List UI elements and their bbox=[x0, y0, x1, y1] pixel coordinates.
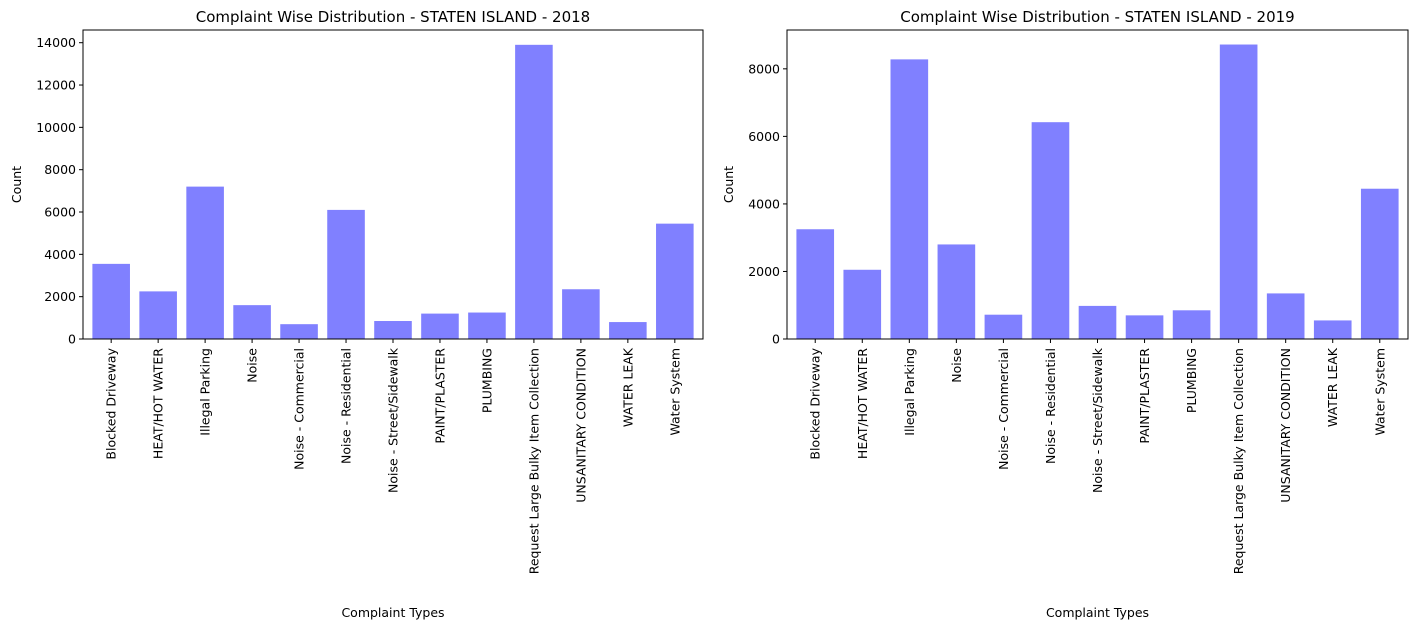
x-tick-label-water-system: Water System bbox=[1372, 348, 1387, 436]
x-tick-label-blocked-driveway: Blocked Driveway bbox=[104, 347, 119, 459]
bar-illegal-parking bbox=[890, 59, 929, 339]
y-tick-label: 2000 bbox=[748, 264, 780, 279]
y-tick-label: 2000 bbox=[44, 289, 76, 304]
bar-water-system bbox=[656, 223, 694, 339]
chart-2019: 0 2000 4000 6000 8000 Blocked Driveway HEAT/HO… bbox=[721, 8, 1409, 620]
x-tick-label-noise-residential: Noise - Residential bbox=[339, 348, 354, 464]
bar-heat-hot-water bbox=[843, 269, 882, 339]
y-tick-label: 4000 bbox=[748, 196, 780, 211]
bar-blocked-driveway bbox=[92, 263, 130, 339]
bar-illegal-parking bbox=[186, 186, 224, 339]
x-tick-label-heat-hot-water: HEAT/HOT WATER bbox=[855, 348, 870, 459]
bar-blocked-driveway bbox=[796, 229, 835, 339]
chart-title: Complaint Wise Distribution - STATEN ISL… bbox=[900, 8, 1294, 26]
y-axis-label: Count bbox=[9, 166, 24, 203]
bar-noise bbox=[233, 305, 271, 339]
bar-noise-residential bbox=[327, 209, 365, 339]
x-tick-label-request-large-bulky-item-collection: Request Large Bulky Item Collection bbox=[526, 348, 541, 574]
bar-water-leak bbox=[609, 322, 647, 339]
x-tick-label-illegal-parking: Illegal Parking bbox=[902, 348, 917, 436]
bar-plumbing bbox=[1172, 310, 1211, 339]
y-tick-label: 12000 bbox=[36, 78, 76, 93]
bar-water-leak bbox=[1313, 320, 1352, 339]
bar-noise-commercial bbox=[280, 324, 318, 339]
chart-title: Complaint Wise Distribution - STATEN ISL… bbox=[196, 8, 590, 26]
x-tick-label-plumbing: PLUMBING bbox=[479, 348, 494, 413]
x-tick-label-request-large-bulky-item-collection: Request Large Bulky Item Collection bbox=[1231, 348, 1246, 574]
x-tick-label-noise-commercial: Noise - Commercial bbox=[996, 348, 1011, 470]
y-axis-label: Count bbox=[721, 166, 736, 203]
x-tick-label-paint-plaster: PAINT/PLASTER bbox=[432, 348, 447, 444]
x-tick-label-unsanitary-condition: UNSANITARY CONDITION bbox=[1278, 348, 1293, 503]
y-tick-label: 6000 bbox=[748, 129, 780, 144]
x-tick-label-noise-residential: Noise - Residential bbox=[1043, 348, 1058, 464]
x-tick-label-paint-plaster: PAINT/PLASTER bbox=[1137, 348, 1152, 444]
y-tick-label: 10000 bbox=[36, 120, 76, 135]
bar-heat-hot-water bbox=[139, 291, 177, 339]
x-tick-label-noise-street-sidewalk: Noise - Street/Sidewalk bbox=[386, 347, 401, 493]
x-tick-label-unsanitary-condition: UNSANITARY CONDITION bbox=[573, 348, 588, 503]
x-tick-label-blocked-driveway: Blocked Driveway bbox=[808, 347, 823, 459]
bar-noise bbox=[937, 244, 976, 339]
y-tick-label: 14000 bbox=[36, 35, 76, 50]
bar-plumbing bbox=[468, 312, 506, 339]
x-tick-label-noise: Noise bbox=[245, 348, 260, 383]
x-axis-label: Complaint Types bbox=[1046, 605, 1149, 620]
x-tick-label-heat-hot-water: HEAT/HOT WATER bbox=[151, 348, 166, 459]
bar-noise-street-sidewalk bbox=[374, 321, 412, 339]
chart-2018: 0 2000 4000 6000 8000 10000 12000 14000 Blocked … bbox=[9, 8, 704, 620]
bar-noise-commercial bbox=[984, 314, 1023, 339]
x-tick-label-noise-commercial: Noise - Commercial bbox=[292, 348, 307, 470]
y-tick-label: 8000 bbox=[44, 162, 76, 177]
bar-paint-plaster bbox=[1125, 315, 1164, 339]
y-tick-label: 0 bbox=[68, 332, 76, 347]
x-tick-label-water-leak: WATER LEAK bbox=[620, 347, 635, 427]
x-tick-label-noise-street-sidewalk: Noise - Street/Sidewalk bbox=[1090, 347, 1105, 493]
x-axis-label: Complaint Types bbox=[341, 605, 444, 620]
bar-unsanitary-condition bbox=[562, 289, 600, 339]
x-tick-label-noise: Noise bbox=[949, 348, 964, 383]
bar-request-large-bulky-item-collection bbox=[1219, 44, 1258, 340]
bar-noise-street-sidewalk bbox=[1078, 305, 1117, 339]
bar-noise-residential bbox=[1031, 122, 1070, 339]
bar-paint-plaster bbox=[421, 313, 459, 339]
bar-unsanitary-condition bbox=[1266, 293, 1305, 339]
x-tick-label-plumbing: PLUMBING bbox=[1184, 348, 1199, 413]
y-tick-label: 6000 bbox=[44, 205, 76, 220]
x-tick-label-water-system: Water System bbox=[667, 348, 682, 436]
y-tick-label: 4000 bbox=[44, 247, 76, 262]
bar-request-large-bulky-item-collection bbox=[515, 44, 553, 339]
y-tick-label: 0 bbox=[772, 332, 780, 347]
bar-water-system bbox=[1360, 188, 1399, 339]
x-tick-label-water-leak: WATER LEAK bbox=[1325, 347, 1340, 427]
x-tick-label-illegal-parking: Illegal Parking bbox=[198, 348, 213, 436]
y-tick-label: 8000 bbox=[748, 61, 780, 76]
